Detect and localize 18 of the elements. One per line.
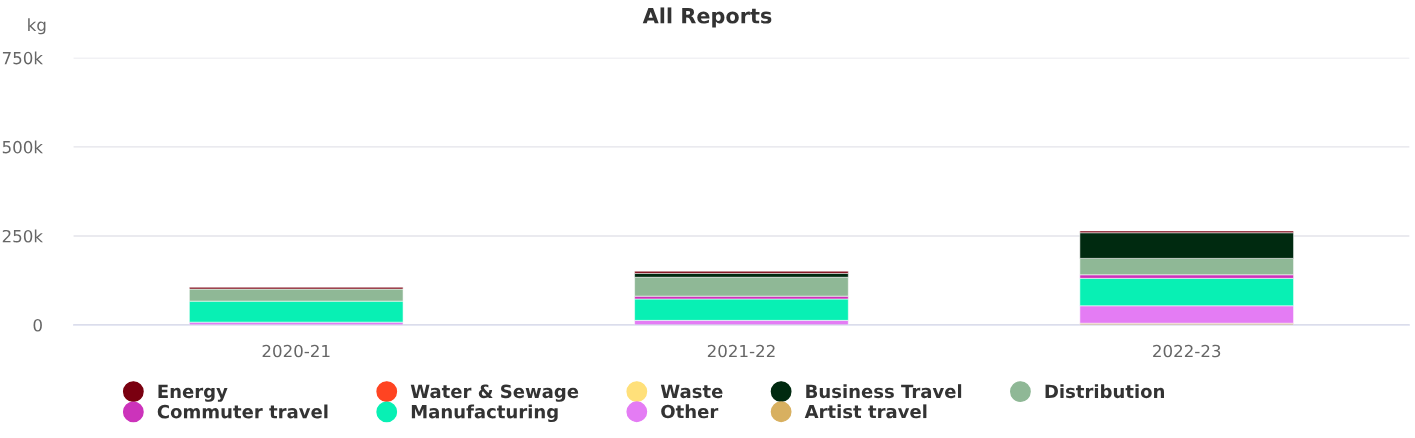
x-tick-label: 2021-22	[707, 344, 775, 358]
legend-label: Manufacturing	[411, 404, 558, 423]
legend-label: Artist travel	[804, 404, 927, 419]
legend-label: Energy	[158, 384, 228, 402]
chart-title: All Reports	[642, 7, 772, 28]
x-tick-label: 2020-21	[262, 344, 330, 358]
legend-label: Waste	[660, 384, 723, 399]
legend-label: Water & Sewage	[410, 384, 579, 402]
legend-label: Distribution	[1045, 384, 1164, 399]
y-tick-label: 500k	[2, 140, 43, 154]
y-tick-label: 0	[33, 318, 42, 332]
y-axis-title: kg	[28, 18, 46, 35]
y-tick-label: 250k	[2, 229, 43, 243]
legend-label: Other	[661, 404, 719, 419]
y-tick-label: 750k	[2, 51, 43, 65]
legend-label: Business Travel	[806, 384, 962, 399]
legend-label: Commuter travel	[157, 404, 328, 419]
x-tick-label: 2022-23	[1153, 344, 1221, 358]
